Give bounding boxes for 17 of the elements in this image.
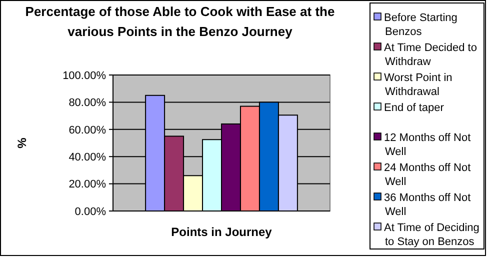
y-tick-label: 80.00%	[68, 97, 106, 110]
legend-label: At Time of Deciding to Stay on Benzos	[384, 222, 480, 248]
legend-label: 36 Months off Not Well	[384, 192, 471, 218]
x-axis-title: Points in Journey	[171, 225, 272, 239]
y-tick-label: 0.00%	[74, 206, 106, 218]
legend-label: Before Starting Benzos	[384, 12, 458, 38]
y-tick-label: 20.00%	[68, 178, 106, 191]
y-axis-title: %	[15, 137, 29, 148]
y-tick-label: 100.00%	[62, 70, 106, 82]
legend-label: 12 Months off Not Well	[384, 132, 471, 158]
legend-label: End of taper	[384, 102, 444, 114]
y-tick-label: 60.00%	[68, 124, 106, 136]
legend-label: 24 Months off Not Well	[384, 162, 471, 188]
chart-title: Percentage of those Able to Cook with Ease at the various Points in the Benzo Journey	[25, 4, 335, 39]
legend-label: At Time Decided to Withdraw	[384, 42, 477, 68]
legend-label: Worst Point in Withdrawal	[384, 72, 452, 98]
y-tick-label: 40.00%	[68, 151, 106, 164]
